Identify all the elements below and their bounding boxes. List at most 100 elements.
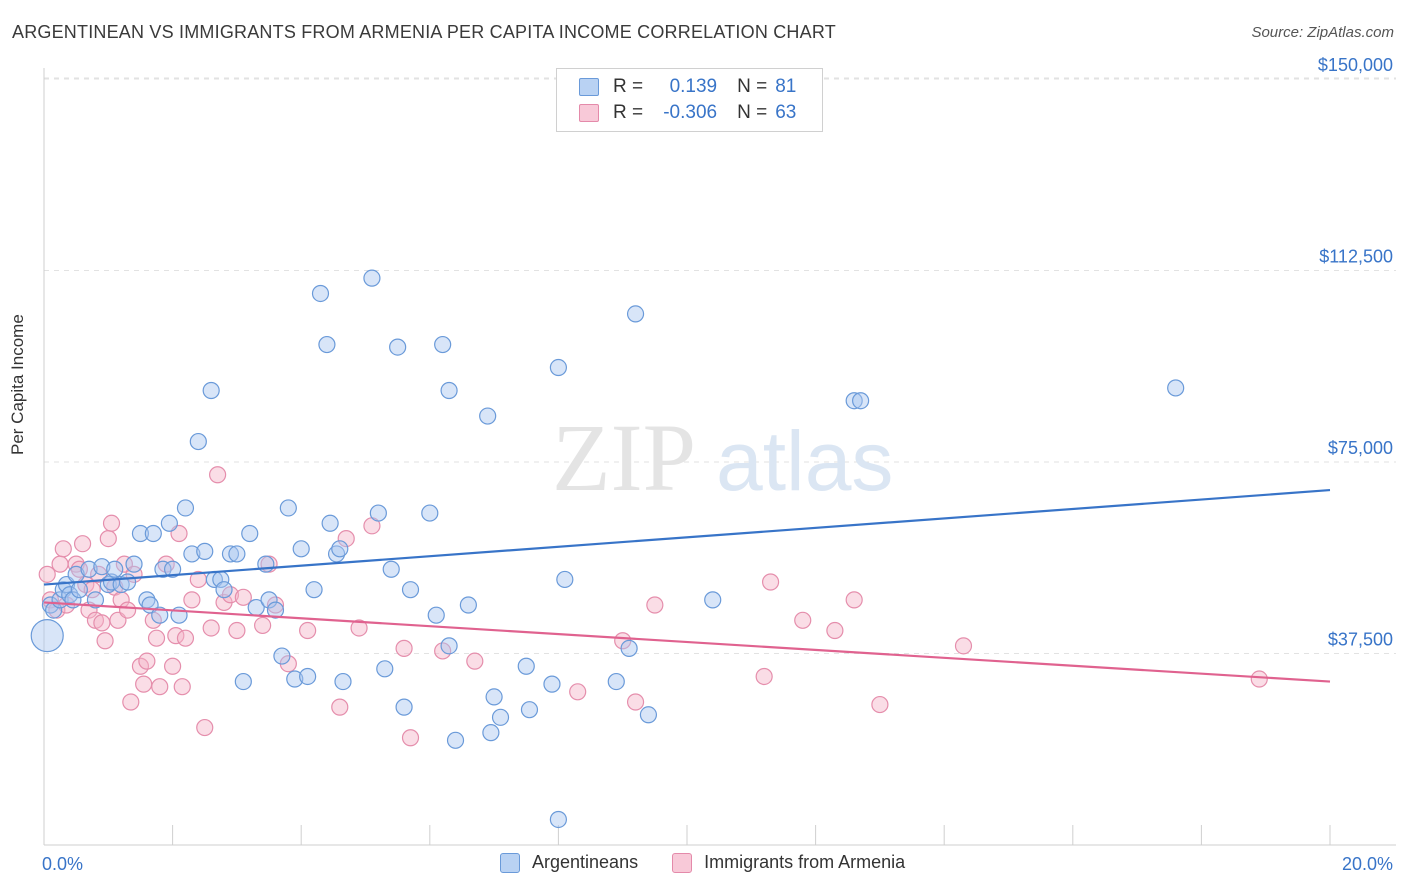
- data-point-argentinean: [401, 581, 420, 599]
- data-point-argentinean: [549, 358, 568, 377]
- data-point-armenia: [202, 619, 220, 637]
- legend-item-argentineans: Argentineans: [500, 852, 638, 873]
- data-point-argentinean: [61, 586, 79, 604]
- data-point-argentinean: [334, 672, 352, 691]
- data-point-argentinean: [321, 514, 339, 532]
- data-point-armenia: [954, 637, 973, 655]
- legend-swatch-blue: [500, 852, 520, 873]
- r-label: R =: [613, 102, 644, 123]
- data-point-argentinean: [234, 672, 252, 691]
- source-label: Source: ZipAtlas.com: [1251, 24, 1394, 41]
- data-point-argentinean: [189, 432, 207, 451]
- legend-row-argentineans: R = 0.139 N = 81: [579, 75, 796, 99]
- data-point-armenia: [826, 621, 844, 640]
- data-point-argentinean: [221, 545, 240, 563]
- data-point-argentinean: [176, 499, 195, 517]
- data-point-argentinean: [41, 596, 60, 614]
- data-point-argentinean: [331, 540, 349, 558]
- data-point-argentinean: [440, 637, 458, 655]
- watermark: ZIP atlas: [552, 404, 893, 511]
- data-point-armenia: [337, 529, 355, 548]
- data-point-armenia: [209, 466, 227, 484]
- data-point-armenia: [38, 565, 56, 583]
- legend-swatch-pink: [579, 104, 599, 122]
- data-point-armenia: [164, 657, 182, 675]
- r-value: 0.139: [669, 76, 718, 97]
- data-point-argentinean: [228, 545, 246, 563]
- x-tick-label-max: 20.0%: [1342, 854, 1393, 874]
- data-point-argentinean: [446, 731, 465, 749]
- data-point-armenia: [755, 667, 773, 686]
- data-point-argentinean: [70, 581, 88, 599]
- data-point-argentinean: [183, 545, 201, 563]
- data-point-argentinean: [151, 606, 169, 624]
- r-value: -0.306: [663, 102, 718, 123]
- legend-swatch-blue: [579, 78, 599, 96]
- grid-lines: [44, 77, 1396, 654]
- data-point-armenia: [569, 683, 587, 701]
- data-point-armenia: [761, 573, 780, 591]
- data-point-armenia: [183, 591, 201, 609]
- data-point-argentinean: [520, 701, 539, 719]
- legend-item-armenia: Immigrants from Armenia: [672, 852, 905, 873]
- data-point-argentinean: [118, 573, 137, 591]
- data-point-argentinean: [305, 581, 323, 599]
- legend-row-armenia: R = -0.306 N = 63: [579, 101, 796, 125]
- data-point-argentinean: [154, 560, 172, 578]
- data-point-argentinean: [160, 514, 178, 532]
- data-point-argentinean: [363, 269, 381, 287]
- data-point-argentinean: [106, 560, 124, 578]
- data-point-argentinean: [845, 392, 863, 410]
- data-point-argentinean: [131, 524, 150, 543]
- data-point-argentinean: [273, 647, 291, 665]
- data-point-argentinean: [556, 570, 574, 589]
- data-point-armenia: [167, 627, 185, 645]
- trend-line-armenia: [43, 601, 1331, 683]
- data-point-argentinean: [434, 335, 452, 354]
- data-point-armenia: [254, 616, 272, 635]
- trend-lines: [43, 488, 1331, 683]
- x-tick-label-min: 0.0%: [42, 854, 83, 874]
- data-point-armenia: [228, 621, 246, 640]
- data-point-armenia: [67, 555, 85, 573]
- data-point-argentinean: [482, 724, 500, 742]
- data-point-armenia: [646, 596, 664, 614]
- data-point-argentinean: [86, 591, 105, 609]
- data-point-armenia: [234, 588, 252, 606]
- data-point-argentinean: [459, 596, 477, 614]
- series-armenia-points: [38, 466, 1268, 747]
- data-point-armenia: [173, 678, 191, 696]
- data-point-argentinean: [266, 601, 285, 619]
- data-point-armenia: [93, 614, 111, 632]
- data-point-argentinean: [279, 499, 297, 517]
- n-value: 63: [775, 102, 797, 123]
- correlation-legend: R = 0.139 N = 81 R = -0.306 N = 63: [556, 68, 823, 132]
- data-point-argentinean: [93, 558, 111, 576]
- data-point-argentinean: [704, 591, 722, 609]
- data-point-armenia: [73, 535, 92, 553]
- n-value: 81: [775, 76, 797, 97]
- data-point-argentinean: [626, 305, 645, 323]
- legend-swatch-pink: [672, 852, 693, 873]
- data-point-armenia: [196, 718, 214, 737]
- data-point-armenia: [299, 621, 317, 640]
- data-point-argentinean: [517, 657, 535, 675]
- data-point-argentinean: [286, 670, 304, 688]
- data-point-argentinean: [607, 672, 625, 691]
- data-point-armenia: [51, 555, 69, 573]
- data-point-argentinean: [202, 381, 220, 400]
- chart-title: ARGENTINEAN VS IMMIGRANTS FROM ARMENIA P…: [12, 22, 836, 42]
- data-point-armenia: [794, 611, 812, 629]
- data-point-armenia: [1250, 670, 1268, 688]
- data-point-argentinean: [144, 524, 162, 543]
- data-point-argentinean: [1167, 379, 1185, 397]
- data-point-argentinean: [376, 660, 394, 678]
- data-point-argentinean: [421, 504, 439, 522]
- legend-label: Immigrants from Armenia: [704, 852, 906, 872]
- data-point-argentinean: [491, 708, 510, 726]
- data-point-armenia: [122, 693, 140, 711]
- series-legend: Argentineans Immigrants from Armenia: [500, 852, 939, 873]
- data-point-armenia: [401, 729, 420, 747]
- data-point-argentinean: [125, 555, 143, 573]
- data-point-argentinean: [852, 392, 870, 410]
